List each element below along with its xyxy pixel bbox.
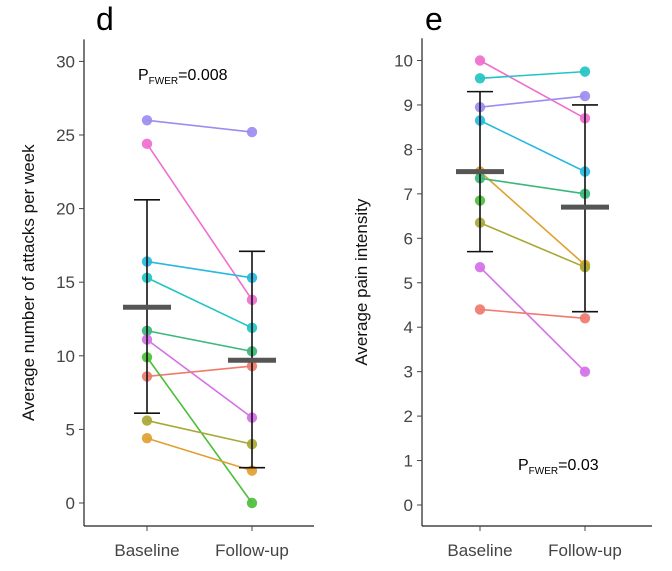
series-line: [479, 222, 586, 268]
series-line: [146, 277, 253, 329]
y-axis-title: Average number of attacks per week: [19, 144, 38, 421]
series-line: [479, 70, 586, 80]
y-tick-label: 2: [404, 407, 413, 426]
data-point: [141, 415, 153, 426]
data-point: [474, 55, 486, 66]
data-point: [474, 304, 486, 315]
series-line: [479, 95, 586, 108]
data-point: [141, 433, 153, 444]
series-line: [479, 308, 586, 320]
data-point: [246, 497, 258, 509]
data-point: [579, 66, 591, 77]
series-line: [146, 356, 253, 504]
p-value-annotation: PFWER=0.03: [518, 457, 599, 477]
y-tick-label: 20: [56, 200, 75, 219]
series-line: [479, 119, 586, 173]
series-line: [146, 437, 253, 472]
panel-label: e: [425, 1, 443, 37]
y-tick-label: 30: [56, 52, 75, 71]
data-point: [141, 138, 153, 150]
data-point: [579, 313, 591, 324]
y-tick-label: 4: [404, 318, 413, 337]
data-point: [579, 90, 591, 102]
y-axis-title: Average pain intensity: [352, 198, 371, 365]
series-line: [146, 260, 253, 279]
y-tick-label: 0: [66, 494, 75, 513]
panel-e: e 0 1 2 3 4 5 6 7 8 9 10 Baseline Follow-up Average pa…: [352, 1, 652, 560]
series-line: [146, 365, 253, 378]
panel-d: d 0 5 10 15 20 25 30 Baseline Follow-up Average nu…: [19, 1, 314, 560]
data-point: [474, 73, 486, 84]
series-line: [479, 266, 586, 373]
y-tick-label: 9: [404, 96, 413, 115]
series-line: [146, 338, 253, 419]
y-tick-label: 10: [394, 52, 413, 71]
data-point: [474, 261, 486, 273]
series-line: [146, 119, 253, 133]
data-point: [579, 366, 591, 377]
x-tick-label: Baseline: [447, 541, 512, 560]
x-tick-label: Follow-up: [215, 541, 289, 560]
panel-label: d: [96, 1, 114, 37]
series-line: [479, 171, 586, 266]
data-point: [246, 126, 258, 138]
series-line: [479, 59, 586, 119]
series-line: [146, 419, 253, 445]
y-tick-label: 5: [66, 420, 75, 439]
series-line: [146, 329, 253, 353]
y-tick-label: 3: [404, 363, 413, 382]
series-line: [479, 177, 586, 195]
y-tick-label: 25: [56, 126, 75, 145]
y-tick-label: 6: [404, 229, 413, 248]
y-tick-label: 1: [404, 452, 413, 471]
y-tick-label: 7: [404, 185, 413, 204]
data-point: [141, 115, 153, 126]
series-line: [146, 143, 253, 301]
y-tick-label: 10: [56, 347, 75, 366]
y-tick-label: 8: [404, 140, 413, 159]
p-value-annotation: PFWER=0.008: [138, 67, 228, 87]
x-tick-label: Baseline: [114, 541, 179, 560]
y-tick-label: 15: [56, 273, 75, 292]
y-tick-label: 0: [404, 496, 413, 515]
y-tick-label: 5: [404, 274, 413, 293]
x-tick-label: Follow-up: [548, 541, 622, 560]
